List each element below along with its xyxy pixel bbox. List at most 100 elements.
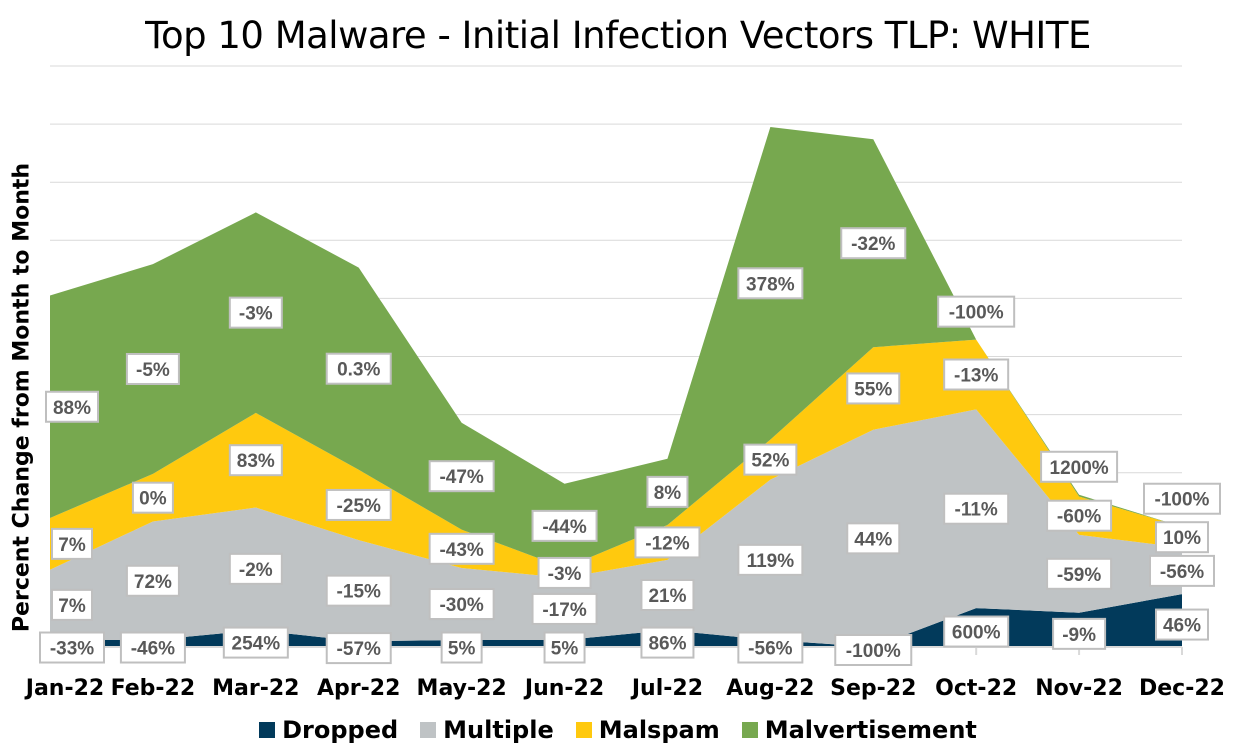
data-label: 10% xyxy=(1155,521,1209,554)
chart-title: Top 10 Malware - Initial Infection Vecto… xyxy=(145,14,1091,57)
legend-swatch xyxy=(259,722,276,738)
data-label: 52% xyxy=(743,443,798,476)
data-label-text: -11% xyxy=(955,500,998,521)
data-label-text: -46% xyxy=(131,639,175,660)
x-tick-label: Apr-22 xyxy=(317,676,400,701)
data-label-box xyxy=(531,592,598,625)
data-label: -17% xyxy=(531,592,598,625)
legend-swatch xyxy=(420,722,437,738)
x-tick-label: May-22 xyxy=(417,676,507,701)
data-label-box xyxy=(131,481,174,514)
x-tick-label: Feb-22 xyxy=(111,676,196,701)
legend-swatch xyxy=(575,722,592,738)
data-label-text: 8% xyxy=(654,483,682,504)
data-label-text: -100% xyxy=(949,303,1004,324)
data-label-box xyxy=(228,552,283,585)
x-tick-label: Aug-22 xyxy=(726,676,814,701)
data-label-box xyxy=(834,634,913,666)
data-label-text: 254% xyxy=(232,634,281,655)
data-label-box xyxy=(1040,450,1119,483)
data-label: 0% xyxy=(131,481,174,514)
data-label: 254% xyxy=(222,626,289,659)
data-label-text: 5% xyxy=(448,639,476,660)
data-label: 378% xyxy=(737,267,804,300)
data-label-text: 46% xyxy=(1163,616,1201,637)
data-label-box xyxy=(937,295,1016,328)
data-label: 55% xyxy=(846,372,901,405)
data-label-box xyxy=(537,556,592,589)
x-tick-label: Mar-22 xyxy=(212,676,299,701)
data-label-box xyxy=(119,631,186,664)
legend: Dropped Multiple Malspam Malvertisement xyxy=(0,716,1236,744)
data-label: 7% xyxy=(51,588,93,621)
data-label-box xyxy=(325,352,392,385)
data-label-text: -47% xyxy=(439,467,483,488)
data-label-text: -15% xyxy=(337,582,381,603)
data-label-box xyxy=(222,626,289,659)
data-label: -25% xyxy=(325,488,392,521)
data-label-text: 72% xyxy=(134,572,172,593)
data-label-text: -5% xyxy=(136,360,170,381)
data-label-text: -13% xyxy=(954,366,998,387)
data-label-text: -3% xyxy=(548,564,582,585)
data-label-box xyxy=(943,358,1010,391)
data-label-text: 7% xyxy=(58,535,86,556)
legend-label: Malvertisement xyxy=(764,716,977,744)
x-tick-label: Nov-22 xyxy=(1035,676,1123,701)
x-tick-label: Oct-22 xyxy=(935,676,1017,701)
data-label-text: 52% xyxy=(751,451,789,472)
data-label-text: -100% xyxy=(1155,490,1210,511)
x-tick-label: Jan-22 xyxy=(24,676,104,701)
data-label: -11% xyxy=(943,492,1010,525)
data-label-text: -32% xyxy=(851,234,895,255)
data-label-text: 0% xyxy=(139,489,167,510)
data-label-box xyxy=(840,227,907,260)
data-label: -5% xyxy=(125,352,180,385)
data-label-text: 88% xyxy=(53,398,91,419)
data-label: -100% xyxy=(1143,482,1221,515)
x-tick-label: Dec-22 xyxy=(1139,676,1225,701)
legend-item: Multiple xyxy=(420,716,554,744)
data-label: -56% xyxy=(1149,554,1215,587)
data-label-box xyxy=(1155,521,1209,554)
data-label-text: 44% xyxy=(854,529,892,550)
data-label: -100% xyxy=(834,634,913,666)
data-label-box xyxy=(428,588,495,621)
legend-label: Dropped xyxy=(282,716,399,744)
data-label: 21% xyxy=(640,579,695,612)
data-label-text: -2% xyxy=(239,560,273,581)
data-label-box xyxy=(846,372,901,405)
legend-item: Malvertisement xyxy=(741,716,977,744)
data-label: -32% xyxy=(840,227,907,260)
data-label: -46% xyxy=(119,631,186,664)
data-label-box xyxy=(125,564,180,597)
data-label-box xyxy=(325,632,392,665)
data-label: -9% xyxy=(1052,617,1107,650)
data-label-box xyxy=(125,352,180,385)
legend-label: Malspam xyxy=(598,716,720,744)
data-label-text: -59% xyxy=(1057,565,1101,586)
data-label: -47% xyxy=(428,460,495,493)
data-label-box xyxy=(743,443,798,476)
data-label: -100% xyxy=(937,295,1016,328)
data-label-box xyxy=(325,488,392,521)
data-label: 1200% xyxy=(1040,450,1119,483)
data-label-text: -17% xyxy=(542,600,586,621)
data-label: -3% xyxy=(228,296,283,329)
data-label: 72% xyxy=(125,564,180,597)
data-label-box xyxy=(45,390,99,423)
data-label-box xyxy=(1046,557,1113,590)
data-label-text: -9% xyxy=(1062,625,1096,646)
data-label: -59% xyxy=(1046,557,1113,590)
data-label-text: 7% xyxy=(58,596,86,617)
data-label-box xyxy=(1149,554,1215,587)
data-label-text: 378% xyxy=(746,274,795,295)
data-label-text: -12% xyxy=(645,533,689,554)
data-label: 44% xyxy=(846,522,901,555)
data-label: 7% xyxy=(51,527,93,560)
data-label-box xyxy=(640,579,695,612)
data-label-text: -33% xyxy=(50,639,94,660)
data-label-box xyxy=(51,588,93,621)
data-label: -44% xyxy=(531,509,598,542)
